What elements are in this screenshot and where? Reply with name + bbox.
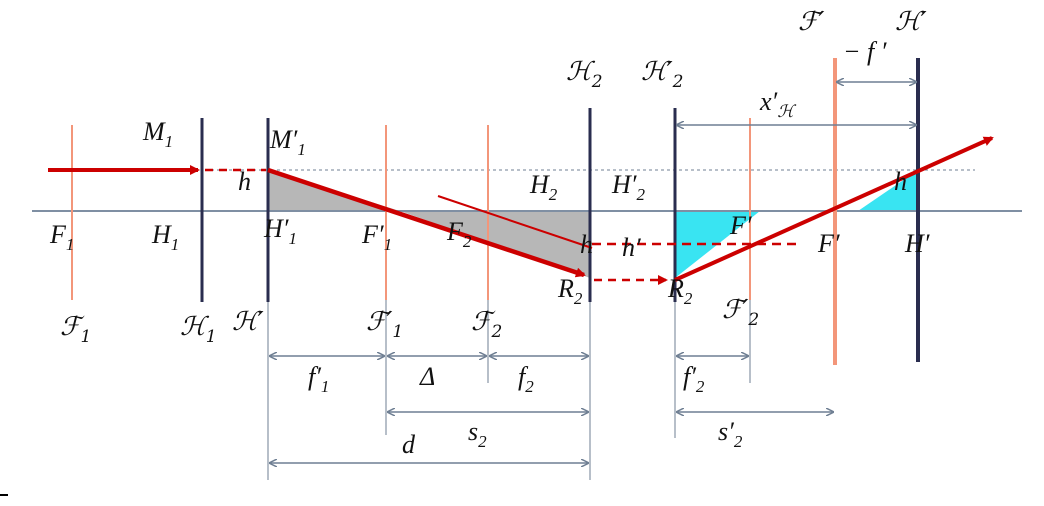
label-minus-f-prime: − f ′ (843, 37, 887, 66)
label-F1-prime: F′1 (361, 220, 392, 254)
label-H-prime-axis: H′ (904, 229, 930, 258)
label-s2: s2 (468, 417, 487, 451)
label-script-H2-prime: ℋ′2 (641, 57, 683, 92)
label-script-F-prime-top: ℱ′ (798, 7, 824, 37)
label-d: d (402, 430, 416, 459)
ray-segment-middle (267, 167, 586, 278)
label-h-at-H2: h (580, 230, 593, 259)
label-H1-prime: H′1 (263, 214, 297, 248)
label-f2-prime: f′2 (683, 362, 705, 396)
label-script-F2: ℱ2 (471, 307, 502, 342)
label-F-prime-axis: F′ (817, 229, 840, 258)
label-F2: F2 (446, 217, 472, 251)
label-s2-prime: s′2 (718, 417, 743, 451)
label-x-prime-H: x′ℋ (759, 87, 797, 121)
label-F1: F1 (49, 220, 74, 254)
label-script-F1: ℱ1 (60, 312, 91, 347)
dimension-extension-lines (267, 300, 751, 480)
label-f2: f2 (518, 362, 534, 396)
label-script-F1-prime: ℱ′1 (366, 307, 403, 342)
label-R2: R2 (557, 274, 583, 308)
label-M1-prime: M′1 (269, 125, 306, 159)
label-h-prime: h′ (622, 233, 641, 262)
label-F-prime-mid: F′ (729, 211, 752, 240)
label-h: h (238, 167, 251, 196)
label-f1-prime: f′1 (308, 362, 329, 396)
label-script-F2-prime: ℱ′2 (722, 295, 759, 330)
label-H1: H1 (151, 220, 179, 254)
emergent-ray (674, 136, 994, 282)
label-H2: H2 (529, 170, 558, 204)
label-M1: M1 (142, 117, 173, 151)
dimension-lines (270, 82, 916, 463)
label-R2-prime: R2 (667, 274, 693, 308)
label-script-H2: ℋ2 (566, 57, 603, 92)
label-H2-prime: H′2 (611, 170, 645, 204)
labels: M1 M′1 h F1 H1 H′1 F′1 F2 H2 H′2 h h′ R2… (49, 7, 930, 459)
label-script-H1: ℋ1 (180, 312, 217, 347)
label-script-H1-prime: ℋ′ (232, 307, 264, 337)
label-h-right: h (894, 167, 907, 196)
cyan-triangle-right (858, 170, 918, 211)
construction-ray-F2 (437, 195, 593, 249)
label-script-H-prime-top: ℋ′ (895, 7, 927, 37)
label-delta: Δ (419, 362, 435, 391)
